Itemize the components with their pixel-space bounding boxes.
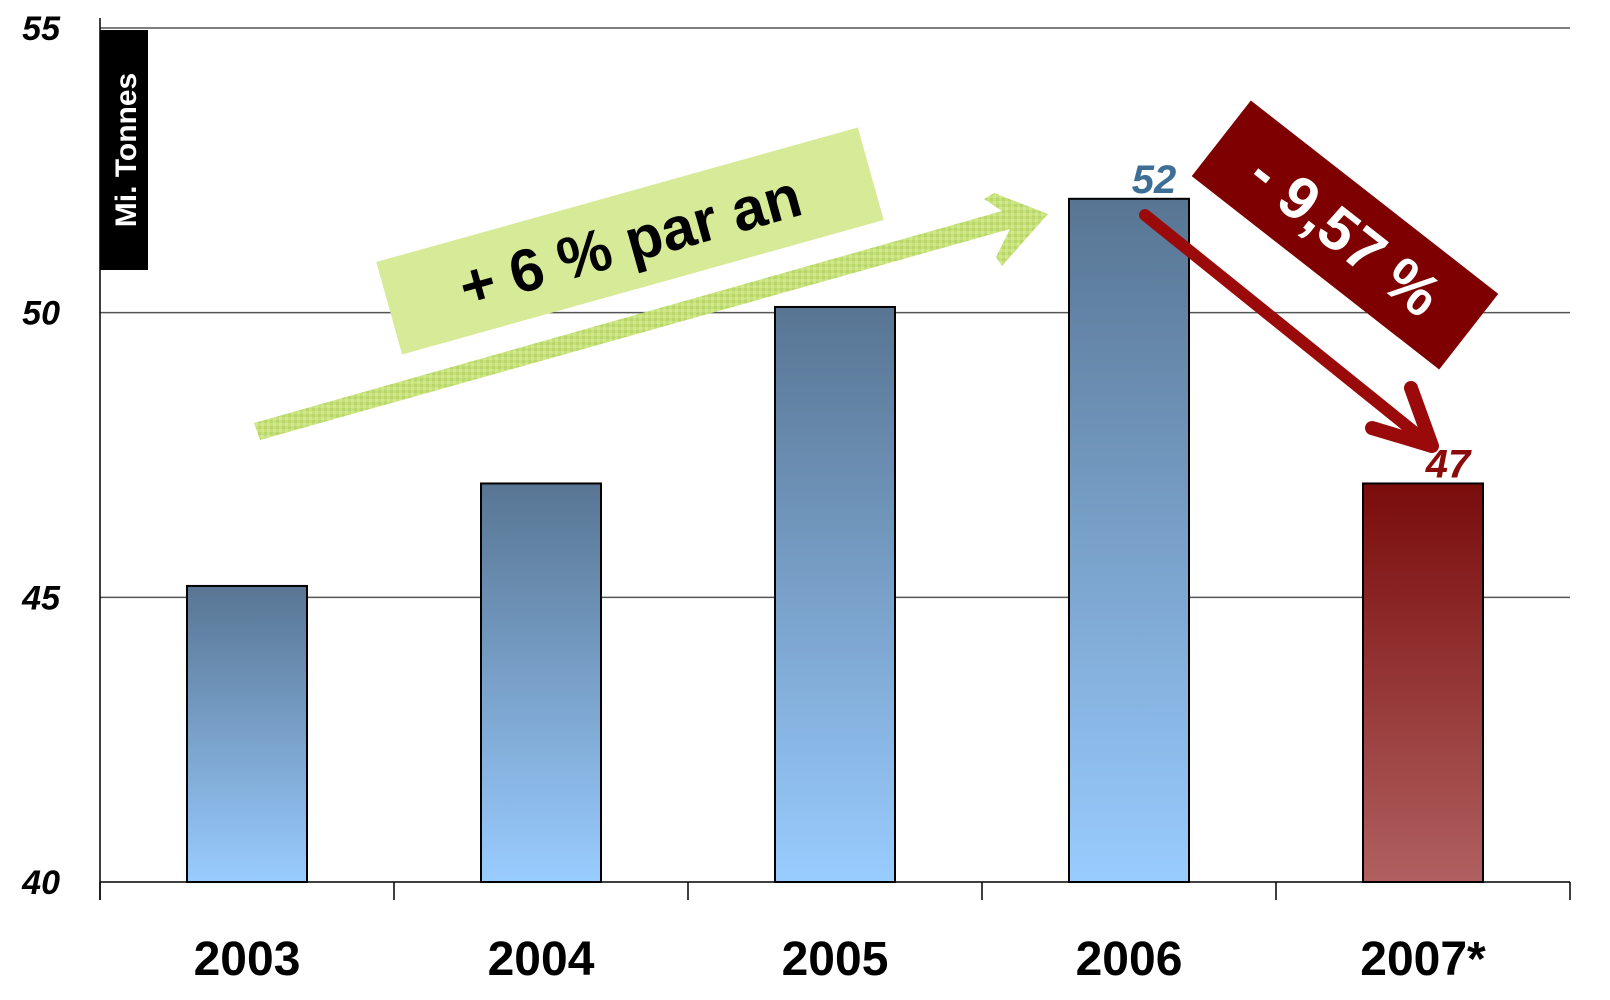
bar-2004 xyxy=(480,482,602,883)
decline-annotation: - 9,57 % xyxy=(1139,100,1499,453)
bar-2006 xyxy=(1068,197,1190,884)
y-tick-label-40: 40 xyxy=(21,864,60,902)
growth-annotation: + 6 % par an xyxy=(254,127,1048,440)
bar-2005 xyxy=(774,305,896,883)
x-tick-label-2004: 2004 xyxy=(488,933,595,986)
bar-2003 xyxy=(186,584,308,883)
y-tick-label-50: 50 xyxy=(22,295,60,333)
bar-2007* xyxy=(1362,482,1484,883)
decline-arrow-shaft xyxy=(1139,209,1434,449)
x-tick-label-2003: 2003 xyxy=(194,933,301,986)
data-labels: 52 47 xyxy=(1132,158,1472,487)
x-tick-label-2007*: 2007* xyxy=(1360,933,1486,986)
data-label-2007*: 47 xyxy=(1425,442,1472,486)
growth-arrow xyxy=(254,193,1048,440)
y-tick-label-55: 55 xyxy=(22,10,61,48)
y-tick-label-45: 45 xyxy=(21,579,61,617)
data-label-2006: 52 xyxy=(1132,158,1177,202)
x-tick-label-2006: 2006 xyxy=(1076,933,1183,986)
decline-box: - 9,57 % xyxy=(1191,100,1499,370)
y-axis-label-text: Mi. Tonnes xyxy=(110,73,143,227)
bars xyxy=(186,197,1484,884)
x-tick-label-2005: 2005 xyxy=(782,933,889,986)
axes: 40 45 50 55 2003 2004 2005 2006 2007* xyxy=(21,10,1571,986)
y-axis-label: Mi. Tonnes xyxy=(100,30,148,270)
decline-arrow-head xyxy=(1365,381,1439,453)
